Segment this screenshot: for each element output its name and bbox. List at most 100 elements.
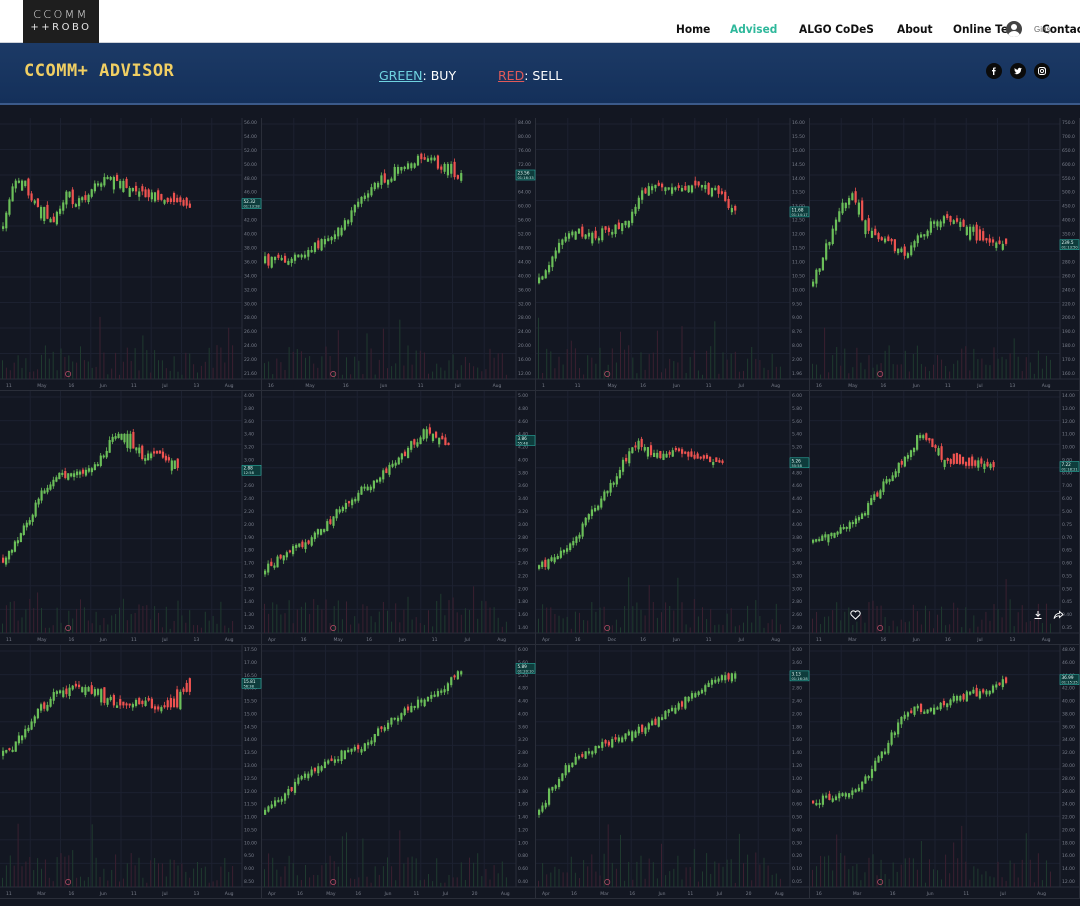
nav-contact[interactable]: Contact	[1042, 22, 1080, 36]
price-axis-label: 10.00	[244, 840, 257, 846]
volume-bar	[848, 373, 850, 379]
volume-bar	[884, 350, 886, 379]
candlestick-chart: 6.005.605.204.804.404.003.603.202.802.40…	[262, 645, 536, 897]
nav-about[interactable]: About	[897, 22, 933, 36]
volume-bar	[981, 358, 983, 379]
volume-bar	[702, 607, 703, 633]
volume-bar	[83, 607, 85, 633]
bearish-candle	[169, 698, 172, 708]
volume-bar	[284, 613, 286, 633]
bullish-candle	[52, 479, 55, 487]
bullish-candle	[621, 737, 624, 743]
bullish-candle	[815, 269, 818, 284]
stock-chart-panel[interactable]: 16.0015.5015.0014.5014.0013.5013.0012.50…	[536, 118, 810, 391]
bullish-candle	[677, 703, 680, 710]
volume-bar	[554, 614, 556, 633]
price-axis-label: 5.60	[792, 419, 802, 425]
price-axis-label: 48.00	[518, 246, 531, 252]
stock-chart-panel[interactable]: 56.0054.0052.0050.0048.0046.0044.0042.00…	[0, 118, 262, 391]
volume-bar	[816, 364, 818, 379]
instagram-icon[interactable]	[1034, 63, 1050, 79]
bullish-candle	[939, 702, 942, 710]
time-axis-label: Mar	[848, 637, 857, 643]
bullish-candle	[77, 198, 81, 207]
stock-chart-panel[interactable]: 6.005.605.204.804.404.003.603.202.802.40…	[262, 645, 536, 899]
volume-bar	[542, 604, 544, 633]
volume-bar	[52, 625, 54, 633]
stock-chart-panel[interactable]: 17.50 17.00 16.50 16.00 15.50 15.00 14.50 14.00…	[0, 645, 262, 899]
price-axis-label: 2.00	[518, 586, 528, 592]
bullish-candle	[55, 211, 59, 225]
stock-chart-panel[interactable]: 6.005.805.605.405.205.004.804.604.404.20…	[536, 391, 810, 645]
volume-bar	[969, 370, 971, 379]
volume-bar	[981, 619, 983, 633]
nav-home[interactable]: Home	[676, 22, 711, 36]
bar-countdown: 01:13:28	[244, 205, 261, 209]
bullish-candle	[8, 199, 11, 215]
bullish-candle	[14, 741, 17, 752]
bullish-candle	[969, 226, 972, 240]
volume-bar	[706, 853, 708, 887]
stock-chart-panel[interactable]: 14.00 13.00 12.00 11.00 10.00 9.00 8.00 7.00 6.0…	[810, 391, 1080, 645]
volume-bar	[305, 357, 306, 379]
bullish-candle	[888, 479, 891, 482]
volume-bar	[876, 875, 878, 887]
time-axis-label: Mar	[37, 891, 46, 897]
bearish-candle	[453, 675, 456, 678]
bullish-candle	[916, 435, 919, 450]
nav-advised[interactable]: Advised	[730, 22, 778, 36]
stock-chart-panel[interactable]: 48.0046.0044.0042.0040.0038.0036.0034.00…	[810, 645, 1080, 899]
volume-bar	[317, 367, 319, 379]
nav-online-test[interactable]: Online Test	[952, 22, 1020, 36]
stock-chart-panel[interactable]: 4.003.603.202.802.402.001.801.601.401.20…	[536, 645, 810, 899]
volume-bar	[648, 858, 650, 887]
volume-bar	[64, 356, 66, 379]
stock-chart-panel[interactable]: 750.0 700.0 650.0 600.0 550.0 500.0 450.0 400.0…	[810, 118, 1080, 391]
bullish-candle	[350, 210, 353, 223]
volume-bar	[1001, 356, 1003, 379]
volume-bar	[204, 611, 206, 633]
bullish-candle	[734, 673, 737, 679]
bullish-candle	[335, 509, 338, 519]
bearish-candle	[708, 456, 712, 462]
volume-bar	[763, 857, 765, 887]
bullish-candle	[111, 436, 114, 442]
candlestick-chart: 16.0015.5015.0014.5014.0013.5013.0012.50…	[536, 118, 810, 389]
current-price-tag	[241, 678, 262, 689]
site-logo[interactable]: CCOMM ++ROBO	[23, 0, 99, 43]
volume-bar	[122, 598, 124, 633]
bearish-candle	[724, 191, 727, 201]
price-axis-label: 2.80	[518, 535, 528, 541]
price-axis-label: 5.20	[792, 445, 802, 451]
bullish-candle	[704, 685, 707, 692]
volume-bar	[126, 863, 128, 887]
price-axis-label: 16.00	[1062, 853, 1075, 859]
stock-chart-panel[interactable]: 84.0080.0076.0072.0068.0064.0060.0056.00…	[262, 118, 536, 391]
bullish-candle	[366, 486, 369, 491]
bullish-candle	[717, 678, 720, 682]
bearish-candle	[8, 748, 11, 751]
volume-bar	[775, 873, 777, 887]
bullish-candle	[37, 498, 40, 505]
bullish-candle	[90, 468, 94, 473]
price-axis-label: 0.60	[518, 866, 528, 872]
bullish-candle	[712, 461, 715, 465]
bullish-candle	[33, 716, 36, 724]
current-price-tag	[789, 457, 810, 469]
main-menu: Home Advised ALGO CoDeS About Online Tes…	[676, 22, 1080, 36]
bearish-candle	[317, 240, 320, 249]
twitter-icon[interactable]	[1010, 63, 1026, 79]
bullish-candle	[320, 239, 323, 251]
bullish-candle	[730, 208, 733, 213]
stock-chart-panel[interactable]: 4.003.803.603.403.203.002.802.602.402.20…	[0, 391, 262, 645]
login-button[interactable]: Giriş	[1006, 21, 1050, 37]
bullish-candle	[662, 453, 665, 460]
time-axis-label: 16	[69, 383, 75, 389]
volume-bar	[197, 625, 198, 633]
facebook-icon[interactable]	[986, 63, 1002, 79]
nav-algo-codes[interactable]: ALGO CoDeS	[798, 22, 874, 36]
bullish-candle	[96, 183, 100, 186]
volume-bar	[346, 832, 347, 887]
volume-bar	[977, 868, 979, 887]
stock-chart-panel[interactable]: 5.00 4.80 4.60 4.40 4.20 4.00 3.80 3.60 3.40 3.20…	[262, 391, 536, 645]
